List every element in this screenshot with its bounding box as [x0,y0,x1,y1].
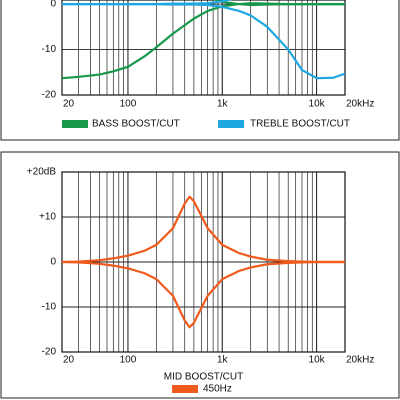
plot-frame [61,0,346,96]
legend-swatch [62,120,88,128]
y-tick-label: 0 [50,0,56,10]
x-tick-label: 20 [63,99,75,110]
legend-label: BASS BOOST/CUT [92,119,180,130]
legend-swatch [172,385,198,393]
y-tick-label: -20 [42,90,57,101]
x-tick-label: 10k [309,355,326,366]
y-tick-label: -20 [42,347,57,358]
curve [62,2,345,80]
y-tick-label: 0 [50,257,56,268]
x-tick-label: 20 [63,355,75,366]
plot-area [62,0,345,80]
legend-label: 450Hz [203,384,232,395]
panel-frame [0,0,400,141]
x-axis-label: MID BOOST/CUT [164,372,243,383]
legend-swatch [218,120,244,128]
x-tick-label: 100 [120,99,137,110]
x-tick-label: 1k [217,99,229,110]
y-tick-label: -10 [42,302,57,313]
legend-label: TREBLE BOOST/CUT [250,119,350,130]
curve [62,195,345,264]
plot-area [62,195,345,329]
y-tick-label: +20dB [27,167,57,178]
curve [62,2,345,80]
y-tick-label: -10 [42,44,57,55]
panel-frame [0,151,400,399]
x-tick-label: 100 [120,355,137,366]
x-tick-label: 20kHz [346,99,374,110]
y-tick-label: +10 [39,212,56,223]
x-tick-label: 1k [217,355,229,366]
curve [62,260,345,329]
x-tick-label: 10k [309,99,326,110]
x-tick-label: 20kHz [346,355,374,366]
